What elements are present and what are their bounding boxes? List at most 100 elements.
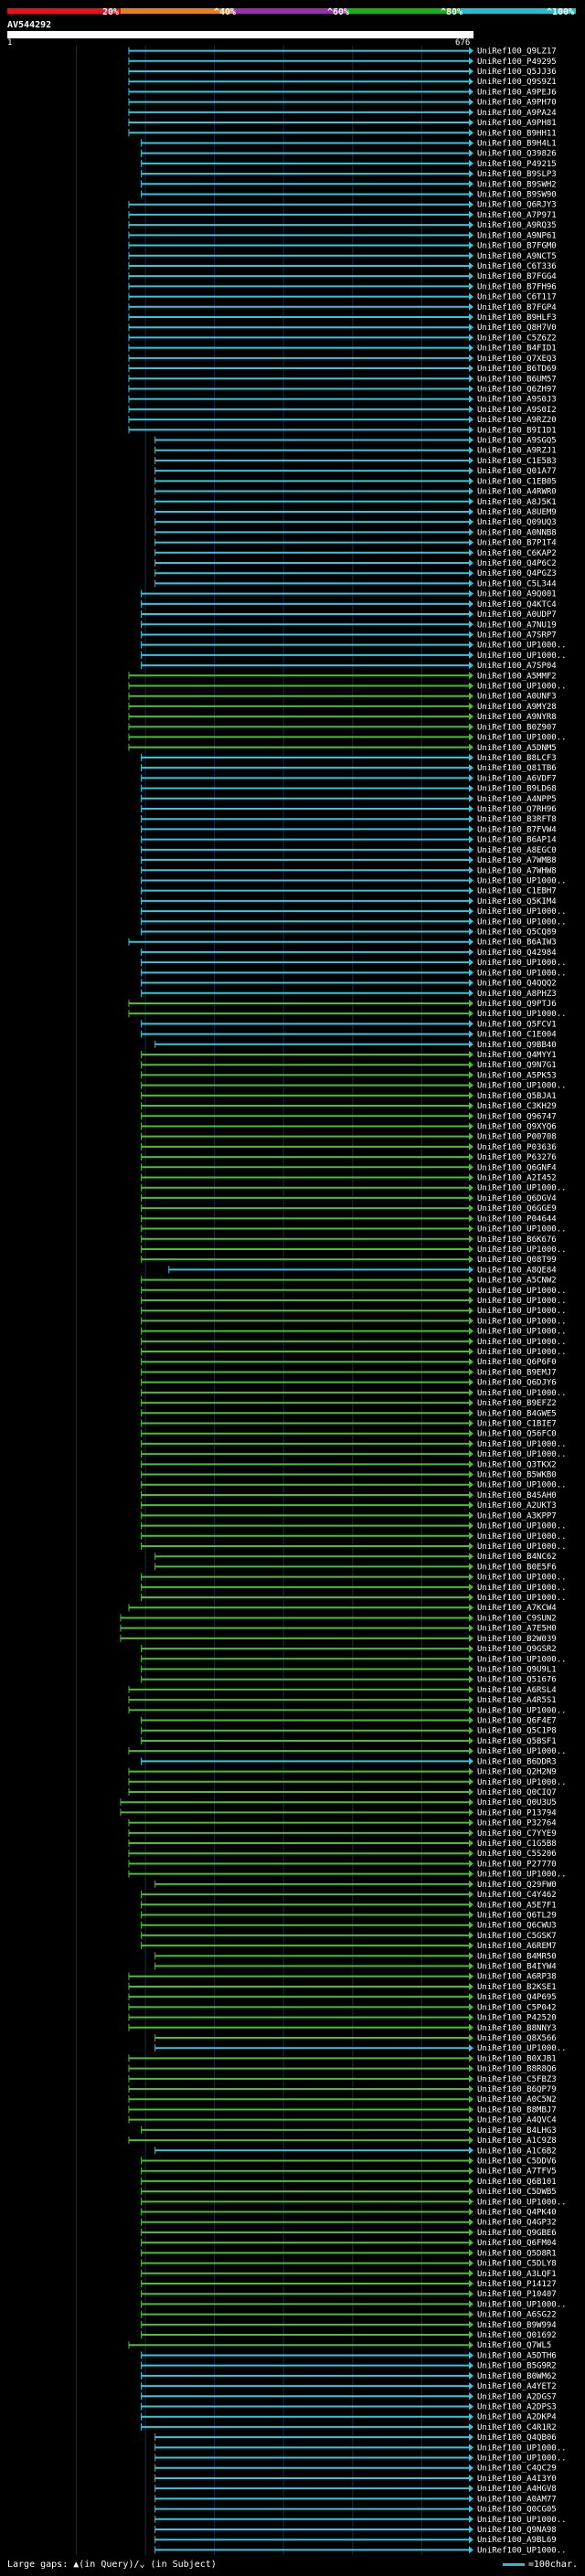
- hit-label[interactable]: UniRef100_B7P1T4: [477, 539, 557, 548]
- hit-label[interactable]: UniRef100_Q5KIM4: [477, 897, 557, 906]
- hit-label[interactable]: UniRef100_UP1000..: [477, 959, 567, 968]
- hit-label[interactable]: UniRef100_Q6DJY6: [477, 1379, 557, 1388]
- hit-label[interactable]: UniRef100_UP1000..: [477, 2516, 567, 2525]
- hit-label[interactable]: UniRef100_B9LD68: [477, 785, 557, 794]
- hit-label[interactable]: UniRef100_P49215: [477, 160, 557, 169]
- hit-label[interactable]: UniRef100_Q81TB6: [477, 764, 557, 773]
- hit-label[interactable]: UniRef100_A7P971: [477, 211, 557, 220]
- hit-label[interactable]: UniRef100_UP1000..: [477, 1871, 567, 1880]
- hit-label[interactable]: UniRef100_A7KCW4: [477, 1604, 557, 1613]
- hit-label[interactable]: UniRef100_UP1000..: [477, 1317, 567, 1326]
- hit-label[interactable]: UniRef100_Q2H2N9: [477, 1768, 557, 1777]
- hit-label[interactable]: UniRef100_Q9XYQ6: [477, 1122, 557, 1131]
- hit-label[interactable]: UniRef100_B9H4L1: [477, 139, 557, 148]
- hit-label[interactable]: UniRef100_UP1000..: [477, 2454, 567, 2464]
- hit-label[interactable]: UniRef100_B0Z907: [477, 723, 557, 732]
- hit-label[interactable]: UniRef100_UP1000..: [477, 1584, 567, 1593]
- hit-label[interactable]: UniRef100_C6T117: [477, 293, 557, 302]
- hit-label[interactable]: UniRef100_A1C9Z8: [477, 2136, 557, 2146]
- hit-label[interactable]: UniRef100_B4NC62: [477, 1553, 557, 1562]
- hit-label[interactable]: UniRef100_Q0CG05: [477, 2506, 557, 2515]
- hit-label[interactable]: UniRef100_B6AIW3: [477, 938, 557, 948]
- hit-label[interactable]: UniRef100_Q01692: [477, 2331, 557, 2340]
- hit-label[interactable]: UniRef100_UP1000..: [477, 1389, 567, 1398]
- hit-label[interactable]: UniRef100_A4YET2: [477, 2382, 557, 2391]
- hit-label[interactable]: UniRef100_A4R5S1: [477, 1696, 557, 1705]
- hit-label[interactable]: UniRef100_A0C5N2: [477, 2095, 557, 2104]
- hit-label[interactable]: UniRef100_Q8H7V0: [477, 323, 557, 333]
- hit-label[interactable]: UniRef100_A9S0J3: [477, 396, 557, 405]
- hit-label[interactable]: UniRef100_B6DDR3: [477, 1757, 557, 1766]
- hit-label[interactable]: UniRef100_A5CNW2: [477, 1277, 557, 1286]
- hit-label[interactable]: UniRef100_C6T336: [477, 262, 557, 271]
- hit-label[interactable]: UniRef100_B9SLP3: [477, 170, 557, 179]
- hit-label[interactable]: UniRef100_A2DPS3: [477, 2402, 557, 2412]
- hit-label[interactable]: UniRef100_UP1000..: [477, 1778, 567, 1787]
- hit-label[interactable]: UniRef100_A7WHW8: [477, 866, 557, 875]
- hit-label[interactable]: UniRef100_Q4MYY1: [477, 1051, 557, 1060]
- hit-label[interactable]: UniRef100_Q6GNF4: [477, 1163, 557, 1172]
- hit-label[interactable]: UniRef100_UP1000..: [477, 1338, 567, 1347]
- hit-label[interactable]: UniRef100_UP1000..: [477, 2300, 567, 2309]
- hit-label[interactable]: UniRef100_A9RZJ1: [477, 447, 557, 456]
- hit-label[interactable]: UniRef100_Q4QB06: [477, 2433, 557, 2443]
- hit-label[interactable]: UniRef100_B4MR50: [477, 1952, 557, 1961]
- hit-label[interactable]: UniRef100_UP1000..: [477, 1082, 567, 1091]
- hit-label[interactable]: UniRef100_Q6RJY3: [477, 201, 557, 210]
- hit-label[interactable]: UniRef100_A9Q001: [477, 590, 557, 599]
- hit-label[interactable]: UniRef100_B4IYW4: [477, 1963, 557, 1972]
- hit-label[interactable]: UniRef100_Q0U3U5: [477, 1798, 557, 1807]
- hit-label[interactable]: UniRef100_UP1000..: [477, 1450, 567, 1459]
- hit-label[interactable]: UniRef100_P27770: [477, 1860, 557, 1869]
- hit-label[interactable]: UniRef100_Q7XEQ3: [477, 355, 557, 364]
- hit-label[interactable]: UniRef100_Q4QQQ2: [477, 980, 557, 989]
- hit-label[interactable]: UniRef100_A4HGV8: [477, 2485, 557, 2494]
- hit-label[interactable]: UniRef100_B8R8Q6: [477, 2065, 557, 2074]
- hit-label[interactable]: UniRef100_B9HH11: [477, 129, 557, 138]
- hit-label[interactable]: UniRef100_B7FGM0: [477, 242, 557, 251]
- hit-label[interactable]: UniRef100_Q6B101: [477, 2178, 557, 2187]
- hit-label[interactable]: UniRef100_Q51676: [477, 1676, 557, 1685]
- hit-label[interactable]: UniRef100_A0UNF3: [477, 693, 557, 702]
- hit-label[interactable]: UniRef100_A9RZ20: [477, 416, 557, 425]
- hit-label[interactable]: UniRef100_P63276: [477, 1153, 557, 1162]
- hit-label[interactable]: UniRef100_UP1000..: [477, 734, 567, 743]
- hit-label[interactable]: UniRef100_A3KPP7: [477, 1511, 557, 1521]
- hit-label[interactable]: UniRef100_Q9LZ17: [477, 48, 557, 57]
- hit-label[interactable]: UniRef100_B9I1D1: [477, 426, 557, 435]
- hit-label[interactable]: UniRef100_P42520: [477, 2014, 557, 2023]
- hit-label[interactable]: UniRef100_C3KH29: [477, 1102, 557, 1111]
- hit-label[interactable]: UniRef100_UP1000..: [477, 1594, 567, 1603]
- hit-label[interactable]: UniRef100_B2KSE1: [477, 1983, 557, 1992]
- hit-label[interactable]: UniRef100_A9MY28: [477, 703, 557, 712]
- hit-label[interactable]: UniRef100_B6K676: [477, 1235, 557, 1245]
- hit-label[interactable]: UniRef100_Q4PK40: [477, 2209, 557, 2218]
- hit-label[interactable]: UniRef100_Q9N7G1: [477, 1061, 557, 1070]
- hit-label[interactable]: UniRef100_A9PA24: [477, 109, 557, 118]
- hit-label[interactable]: UniRef100_B7FH96: [477, 282, 557, 292]
- hit-label[interactable]: UniRef100_A7NU19: [477, 620, 557, 630]
- hit-label[interactable]: UniRef100_B6QP79: [477, 2085, 557, 2094]
- hit-label[interactable]: UniRef100_A9BL69: [477, 2536, 557, 2545]
- hit-label[interactable]: UniRef100_Q9S9Z1: [477, 78, 557, 87]
- hit-label[interactable]: UniRef100_A9NYR8: [477, 713, 557, 722]
- hit-label[interactable]: UniRef100_B6AP14: [477, 836, 557, 845]
- hit-label[interactable]: UniRef100_C5GSK7: [477, 1932, 557, 1941]
- hit-label[interactable]: UniRef100_UP1000..: [477, 907, 567, 917]
- hit-label[interactable]: UniRef100_Q4P695: [477, 1993, 557, 2002]
- hit-label[interactable]: UniRef100_Q5FCV1: [477, 1020, 557, 1029]
- hit-label[interactable]: UniRef100_A2DGS7: [477, 2392, 557, 2401]
- hit-label[interactable]: UniRef100_UP1000..: [477, 917, 567, 927]
- hit-label[interactable]: UniRef100_A8EGC0: [477, 846, 557, 855]
- hit-label[interactable]: UniRef100_Q5BSF1: [477, 1737, 557, 1746]
- hit-label[interactable]: UniRef100_A2I452: [477, 1174, 557, 1183]
- hit-label[interactable]: UniRef100_Q6ZH97: [477, 385, 557, 394]
- hit-label[interactable]: UniRef100_Q96747: [477, 1112, 557, 1121]
- hit-label[interactable]: UniRef100_A9SGQ5: [477, 437, 557, 446]
- hit-label[interactable]: UniRef100_Q4P6C2: [477, 559, 557, 568]
- hit-label[interactable]: UniRef100_Q9NA98: [477, 2526, 557, 2535]
- hit-label[interactable]: UniRef100_A8UEM9: [477, 508, 557, 517]
- hit-label[interactable]: UniRef100_UP1000..: [477, 1574, 567, 1583]
- hit-label[interactable]: UniRef100_A5DNM5: [477, 744, 557, 753]
- hit-label[interactable]: UniRef100_B8LCF3: [477, 754, 557, 763]
